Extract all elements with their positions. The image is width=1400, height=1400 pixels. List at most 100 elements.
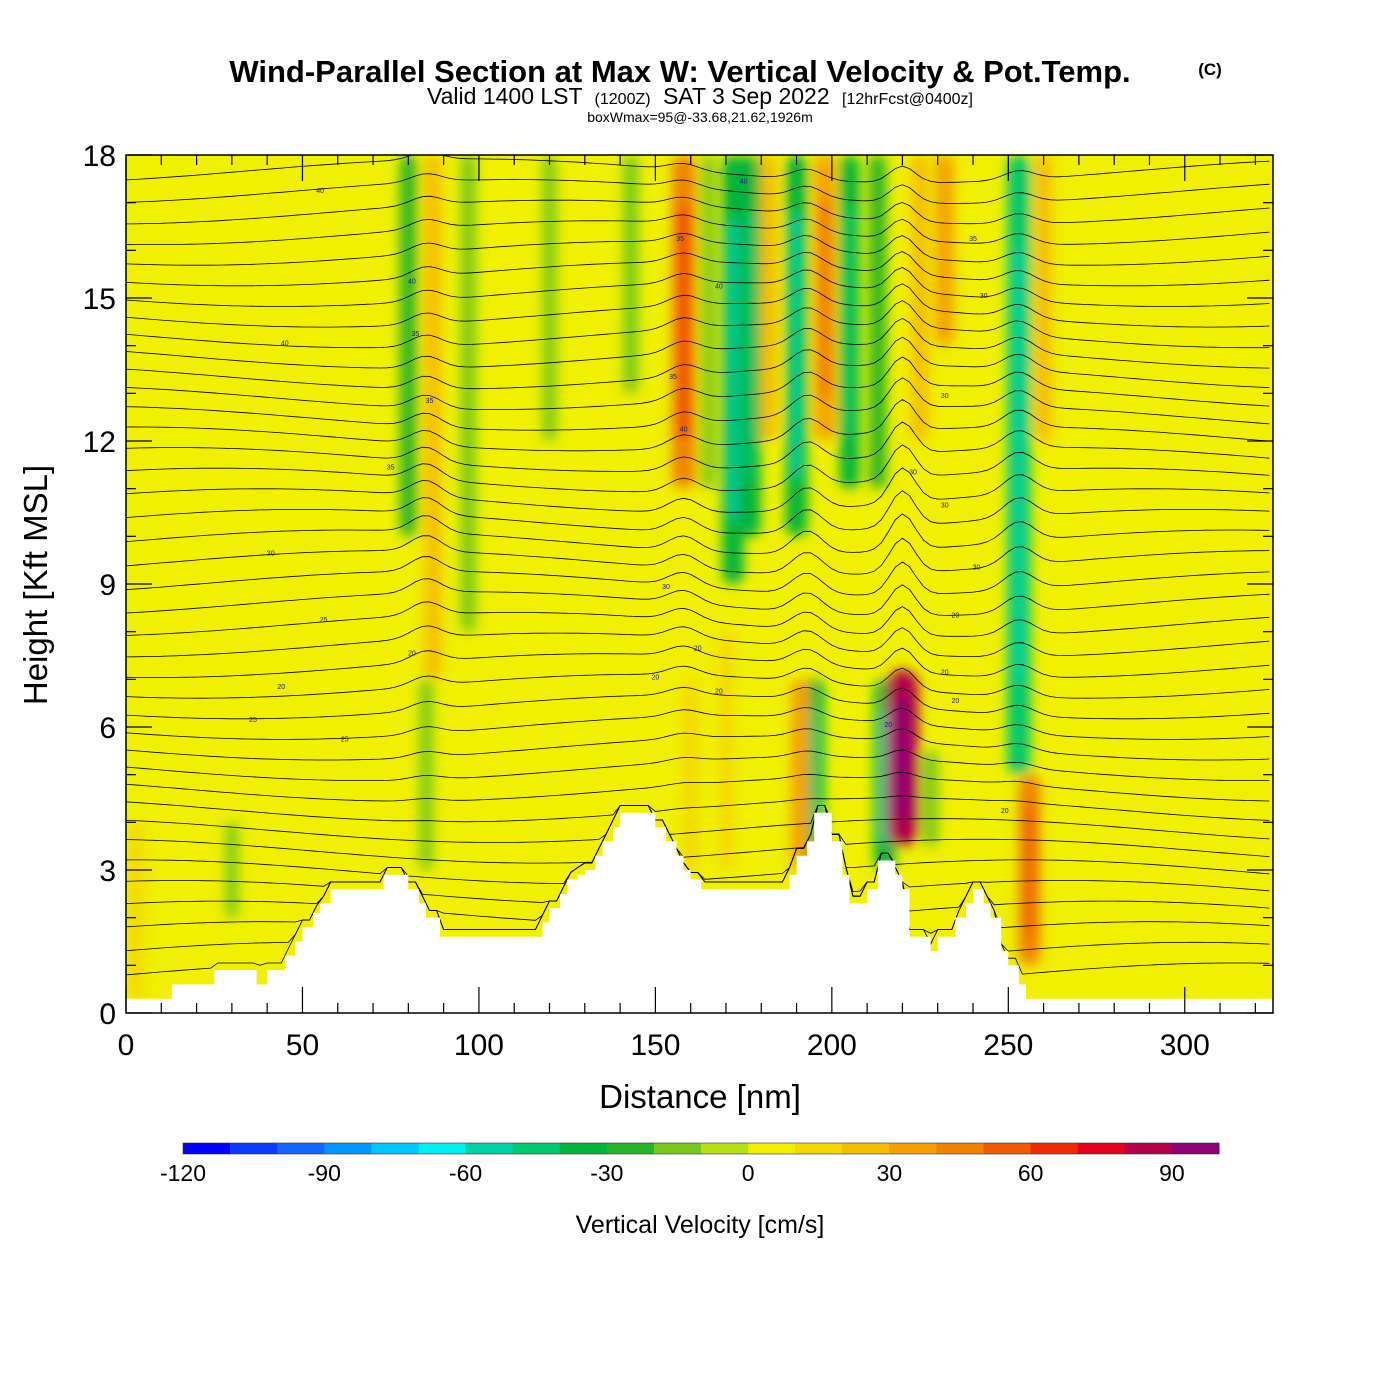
pot-temp-contour (126, 513, 1270, 554)
pot-temp-contour (126, 232, 1270, 266)
contour-label: 20 (1001, 808, 1009, 815)
contour-label: 30 (941, 503, 949, 510)
contour-label: 20 (277, 684, 285, 691)
contour-label: 30 (267, 550, 275, 557)
contour-label: 20 (651, 674, 659, 681)
colorbar-label: -30 (590, 1160, 623, 1186)
pot-temp-contour (126, 578, 1270, 616)
contour-label: 35 (969, 236, 977, 243)
colorbar-segment (371, 1143, 419, 1154)
pot-temp-contour (126, 467, 1270, 513)
contour-labels: 40 40 35 40 40 40 35 35 35 40 35 35 30 30 30 30 30 30 30 25… (249, 179, 1009, 815)
velocity-feature (1035, 155, 1052, 441)
y-tick-label: 12 (83, 426, 116, 459)
colorbar-segment (183, 1143, 231, 1154)
colorbar-label: 30 (877, 1160, 903, 1186)
pot-temp-contour (126, 805, 1270, 843)
pot-temp-contour (126, 601, 1270, 637)
x-tick-label: 100 (454, 1029, 504, 1062)
contour-label: 35 (426, 398, 434, 405)
velocity-core (1025, 803, 1034, 937)
pot-temp-contour (126, 665, 1270, 699)
x-tick-label: 200 (807, 1029, 857, 1062)
x-axis-label: Distance [nm] (599, 1078, 801, 1115)
velocity-core (728, 219, 738, 520)
x-tick-label: 0 (118, 1029, 135, 1062)
pot-temp-contour (126, 155, 1270, 183)
contour-label: 20 (951, 698, 959, 705)
colorbar-segment (324, 1143, 372, 1154)
colorbar-label: -60 (449, 1160, 482, 1186)
contour-label: 40 (715, 283, 723, 290)
pot-temp-contour (126, 749, 1270, 781)
colorbar-label: 60 (1018, 1160, 1044, 1186)
pot-temp-contour (126, 444, 1270, 493)
contour-label: 30 (941, 393, 949, 400)
chart-subtitle: Valid 1400 LST (1200Z) SAT 3 Sep 2022 [1… (427, 83, 973, 109)
colorbar-segment (936, 1143, 985, 1154)
colorbar-segment (653, 1143, 702, 1154)
velocity-feature (719, 631, 732, 870)
box-wmax-info: boxWmax=95@-33.68,21.62,1926m (587, 109, 813, 125)
potential-temperature-contours (126, 155, 1270, 976)
contour-label: 25 (249, 717, 257, 724)
colorbar-title: Vertical Velocity [cm/s] (576, 1211, 825, 1239)
contour-label: 20 (408, 651, 416, 658)
x-tick-label: 50 (286, 1029, 319, 1062)
contour-label: 40 (740, 179, 748, 186)
pot-temp-contour (126, 300, 1270, 349)
contour-label: 20 (715, 689, 723, 696)
velocity-feature (461, 155, 476, 632)
colorbar: -120 -90 -60 -30 0 30 60 90 (160, 1142, 1220, 1186)
velocity-core (746, 212, 755, 480)
plot-area: 40 40 35 40 40 40 35 35 35 40 35 35 30 30 30 30 30 30 30 25… (126, 155, 1273, 1013)
valid-date: SAT 3 Sep 2022 (663, 83, 830, 109)
velocity-feature (701, 155, 715, 489)
contour-label: 40 (680, 426, 688, 433)
colorbar-segment (418, 1143, 467, 1154)
pot-temp-contour (126, 356, 1270, 410)
velocity-feature (760, 155, 777, 441)
valid-time: Valid 1400 LST (427, 83, 583, 109)
colorbar-segment (842, 1143, 890, 1154)
y-axis: 0 3 6 9 12 15 18 (83, 140, 1273, 1031)
velocity-core (896, 696, 909, 820)
colorbar-label: 90 (1159, 1160, 1185, 1186)
contour-label: 20 (941, 670, 949, 677)
velocity-feature (684, 679, 698, 870)
colorbar-segment (701, 1143, 749, 1154)
velocity-feature (225, 822, 238, 918)
pot-temp-contour (126, 317, 1270, 369)
contour-label: 35 (387, 465, 395, 472)
colorbar-segment (465, 1143, 514, 1154)
colorbar-label: -90 (308, 1160, 341, 1186)
x-tick-label: 300 (1160, 1029, 1210, 1062)
y-tick-label: 6 (99, 712, 116, 745)
pot-temp-contour (126, 645, 1270, 678)
colorbar-segment (1030, 1143, 1079, 1154)
pot-temp-contour (126, 377, 1270, 431)
valid-utc: (1200Z) (595, 91, 651, 108)
velocity-core (845, 205, 854, 439)
pot-temp-contour (126, 283, 1270, 328)
colorbar-segment (748, 1143, 796, 1154)
colorbar-segment (230, 1143, 278, 1154)
pot-temp-contour (126, 795, 1270, 823)
velocity-field (130, 155, 1052, 999)
velocity-feature (623, 155, 639, 394)
pot-temp-contour (126, 267, 1270, 307)
y-tick-label: 15 (83, 283, 116, 316)
contour-label: 40 (281, 341, 289, 348)
colorbar-segment (795, 1143, 843, 1154)
pot-temp-contour (126, 625, 1270, 658)
velocity-feature (911, 155, 929, 441)
pot-temp-contour (126, 490, 1270, 534)
contour-label: 20 (694, 646, 702, 653)
contour-label: 40 (316, 188, 324, 195)
colorbar-segment (1077, 1143, 1126, 1154)
colorbar-segment (1171, 1143, 1220, 1154)
pot-temp-contour (126, 195, 1270, 225)
contour-label: 35 (669, 374, 677, 381)
pot-temp-contour (126, 421, 1270, 472)
